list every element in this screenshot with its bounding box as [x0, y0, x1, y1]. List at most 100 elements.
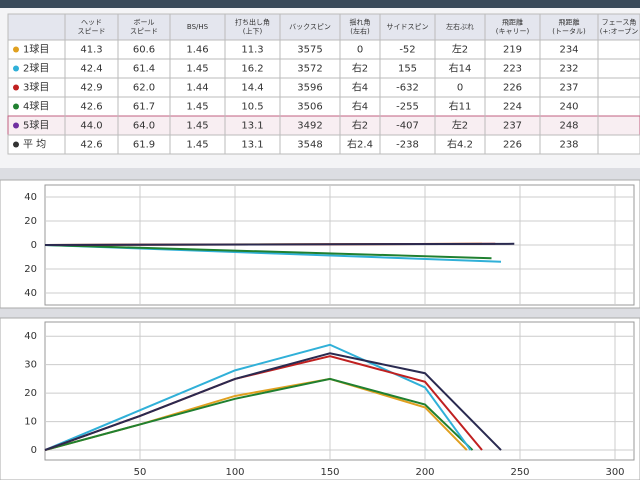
- table-cell: 右14: [449, 62, 472, 75]
- column-header: スピード: [78, 28, 106, 36]
- row-label: 5球目: [23, 119, 49, 132]
- row-dot: [13, 141, 19, 148]
- y-tick-label: 40: [24, 331, 37, 342]
- table-cell: -52: [399, 45, 415, 56]
- column-header: スピード: [130, 28, 158, 36]
- table-cell: 240: [559, 102, 578, 113]
- column-header: (キャリー): [496, 28, 530, 36]
- column-header: 左右ぶれ: [446, 22, 474, 31]
- trajectory: [44, 244, 492, 260]
- table-cell: 223: [503, 64, 522, 75]
- table-cell: 右11: [449, 100, 472, 113]
- table-cell: 13.1: [241, 121, 263, 132]
- table-cell: 61.7: [133, 102, 155, 113]
- table-cell: 64.0: [133, 121, 155, 132]
- table-cell: 右4.2: [447, 138, 473, 151]
- table-cell: 237: [503, 121, 522, 132]
- x-tick-label: 50: [134, 467, 147, 478]
- column-header: 飛距離: [559, 18, 580, 27]
- row-label: 3球目: [23, 81, 49, 94]
- row-dot: [13, 122, 19, 129]
- table-cell: 41.3: [80, 45, 102, 56]
- table-cell: 右2.4: [347, 138, 373, 151]
- table-cell: 1.45: [186, 121, 208, 132]
- x-tick-label: 300: [605, 467, 624, 478]
- top-strip: [0, 0, 640, 8]
- table-cell: 右4: [352, 100, 368, 113]
- table-cell: 0: [457, 83, 463, 94]
- table-cell: -255: [396, 102, 419, 113]
- row-label: 2球目: [23, 62, 49, 75]
- trajectory: [44, 242, 515, 246]
- column-header: ヘッド: [81, 19, 102, 27]
- table-row: [7, 77, 640, 98]
- column-header: (トータル): [552, 27, 586, 36]
- column-header: 打ち出し角: [235, 18, 270, 27]
- table-cell: 3506: [297, 102, 322, 113]
- y-tick-label: 0: [31, 445, 37, 456]
- column-header: 飛距離: [502, 18, 523, 27]
- table-cell: 62.0: [133, 83, 155, 94]
- table-row: [7, 134, 640, 155]
- row-dot: [13, 65, 19, 72]
- table-cell: 219: [503, 45, 522, 56]
- table-cell: 1.45: [186, 140, 208, 151]
- table-row: [7, 115, 640, 136]
- row-dot: [13, 84, 19, 91]
- table-cell: 11.3: [241, 45, 263, 56]
- table-cell: 3596: [297, 83, 322, 94]
- trajectory: [44, 377, 474, 452]
- column-header: サイドスピン: [387, 23, 429, 31]
- y-tick-label: 20: [24, 264, 37, 275]
- table-cell: 14.4: [241, 83, 263, 94]
- row-label: 1球目: [23, 43, 49, 56]
- column-header: (上下): [243, 27, 263, 36]
- y-tick-label: 0: [31, 240, 37, 251]
- table-cell: 13.1: [241, 140, 263, 151]
- column-header: (+:オープン: [600, 28, 639, 36]
- trajectory: [44, 343, 472, 451]
- table-cell: 1.45: [186, 102, 208, 113]
- table-cell: 42.6: [80, 140, 102, 151]
- table-cell: 1.44: [186, 83, 208, 94]
- table-cell: 3575: [297, 45, 322, 56]
- column-header: フェース角: [602, 18, 637, 27]
- table-cell: 42.6: [80, 102, 102, 113]
- trajectory: [44, 352, 502, 451]
- table-cell: 3492: [297, 121, 322, 132]
- y-tick-label: 20: [24, 216, 37, 227]
- table-cell: 60.6: [133, 45, 155, 56]
- x-tick-label: 150: [320, 467, 339, 478]
- column-header: BS/HS: [187, 23, 209, 31]
- y-tick-label: 40: [24, 192, 37, 203]
- row-label: 平 均: [23, 139, 46, 151]
- table-cell: 234: [559, 45, 578, 56]
- table-cell: -238: [396, 140, 419, 151]
- row-dot: [13, 103, 19, 110]
- table-cell: 1.45: [186, 64, 208, 75]
- table-cell: 3548: [297, 140, 322, 151]
- column-header: バックスピン: [289, 23, 331, 31]
- table-cell: 右4: [352, 81, 368, 94]
- row-dot: [13, 46, 19, 53]
- table-cell: 0: [357, 45, 363, 56]
- column-header: ボール: [134, 19, 155, 27]
- x-tick-label: 100: [225, 467, 244, 478]
- x-tick-label: 200: [415, 467, 434, 478]
- table-cell: 44.0: [80, 121, 102, 132]
- table-cell: 1.46: [186, 45, 208, 56]
- table-cell: 10.5: [241, 102, 263, 113]
- table-row: [7, 96, 640, 117]
- table-cell: 226: [503, 83, 522, 94]
- table-cell: 61.9: [133, 140, 155, 151]
- table-cell: 232: [559, 64, 578, 75]
- table-cell: 224: [503, 102, 522, 113]
- side-view-panel: [0, 317, 640, 481]
- y-tick-label: 10: [24, 417, 37, 428]
- x-tick-label: 250: [510, 467, 529, 478]
- table-cell: 右2: [352, 62, 368, 75]
- table-cell: 16.2: [241, 64, 263, 75]
- table-row: [7, 58, 640, 79]
- table-cell: -632: [396, 83, 419, 94]
- table-cell: 3572: [297, 64, 322, 75]
